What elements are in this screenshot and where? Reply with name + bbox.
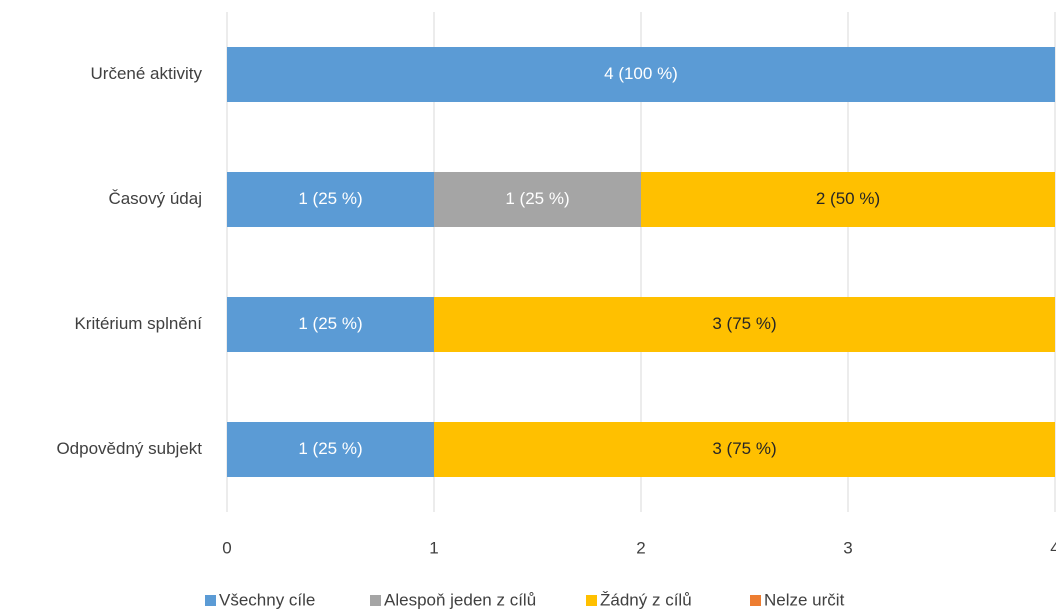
x-tick-label: 1 (429, 538, 438, 557)
legend-swatch (750, 595, 761, 606)
legend-label: Nelze určit (764, 590, 845, 609)
bar-segment (227, 422, 434, 477)
bar-segment (641, 172, 1055, 227)
category-label: Určené aktivity (91, 64, 203, 83)
bar-segment (434, 422, 1055, 477)
bar-segment (434, 172, 641, 227)
legend-swatch (370, 595, 381, 606)
bar-segment (227, 172, 434, 227)
category-label: Časový údaj (108, 189, 202, 208)
value-label: 2 (50 %) (816, 189, 880, 208)
legend-swatch (586, 595, 597, 606)
bar-segment (227, 47, 1055, 102)
value-label: 1 (25 %) (298, 439, 362, 458)
bar-segment (434, 297, 1055, 352)
bar-segment (227, 297, 434, 352)
x-tick-label: 3 (843, 538, 852, 557)
value-label: 1 (25 %) (505, 189, 569, 208)
value-label: 1 (25 %) (298, 189, 362, 208)
x-tick-label: 4 (1050, 538, 1056, 557)
value-label: 3 (75 %) (712, 314, 776, 333)
legend-swatch (205, 595, 216, 606)
x-tick-label: 0 (222, 538, 231, 557)
x-tick-label: 2 (636, 538, 645, 557)
legend-label: Alespoň jeden z cílů (384, 590, 536, 609)
value-label: 3 (75 %) (712, 439, 776, 458)
legend-label: Žádný z cílů (600, 590, 692, 609)
legend-label: Všechny cíle (219, 590, 315, 609)
category-label: Odpovědný subjekt (56, 439, 202, 458)
value-label: 4 (100 %) (604, 64, 678, 83)
value-label: 1 (25 %) (298, 314, 362, 333)
category-label: Kritérium splnění (74, 314, 202, 333)
